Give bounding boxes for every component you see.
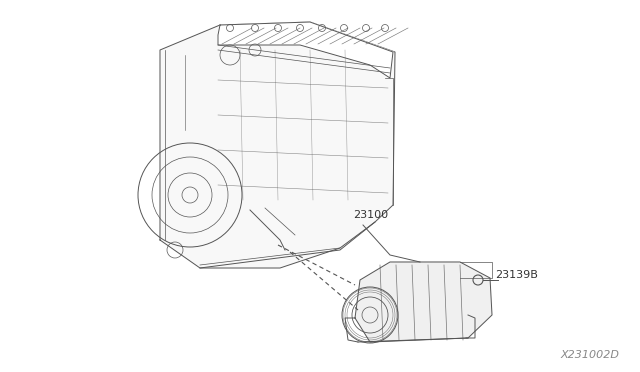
Text: X231002D: X231002D (560, 350, 619, 360)
Polygon shape (218, 22, 393, 78)
Text: 23100: 23100 (353, 210, 388, 220)
Polygon shape (355, 262, 492, 342)
Text: 23139B: 23139B (495, 270, 538, 280)
Polygon shape (160, 22, 395, 268)
